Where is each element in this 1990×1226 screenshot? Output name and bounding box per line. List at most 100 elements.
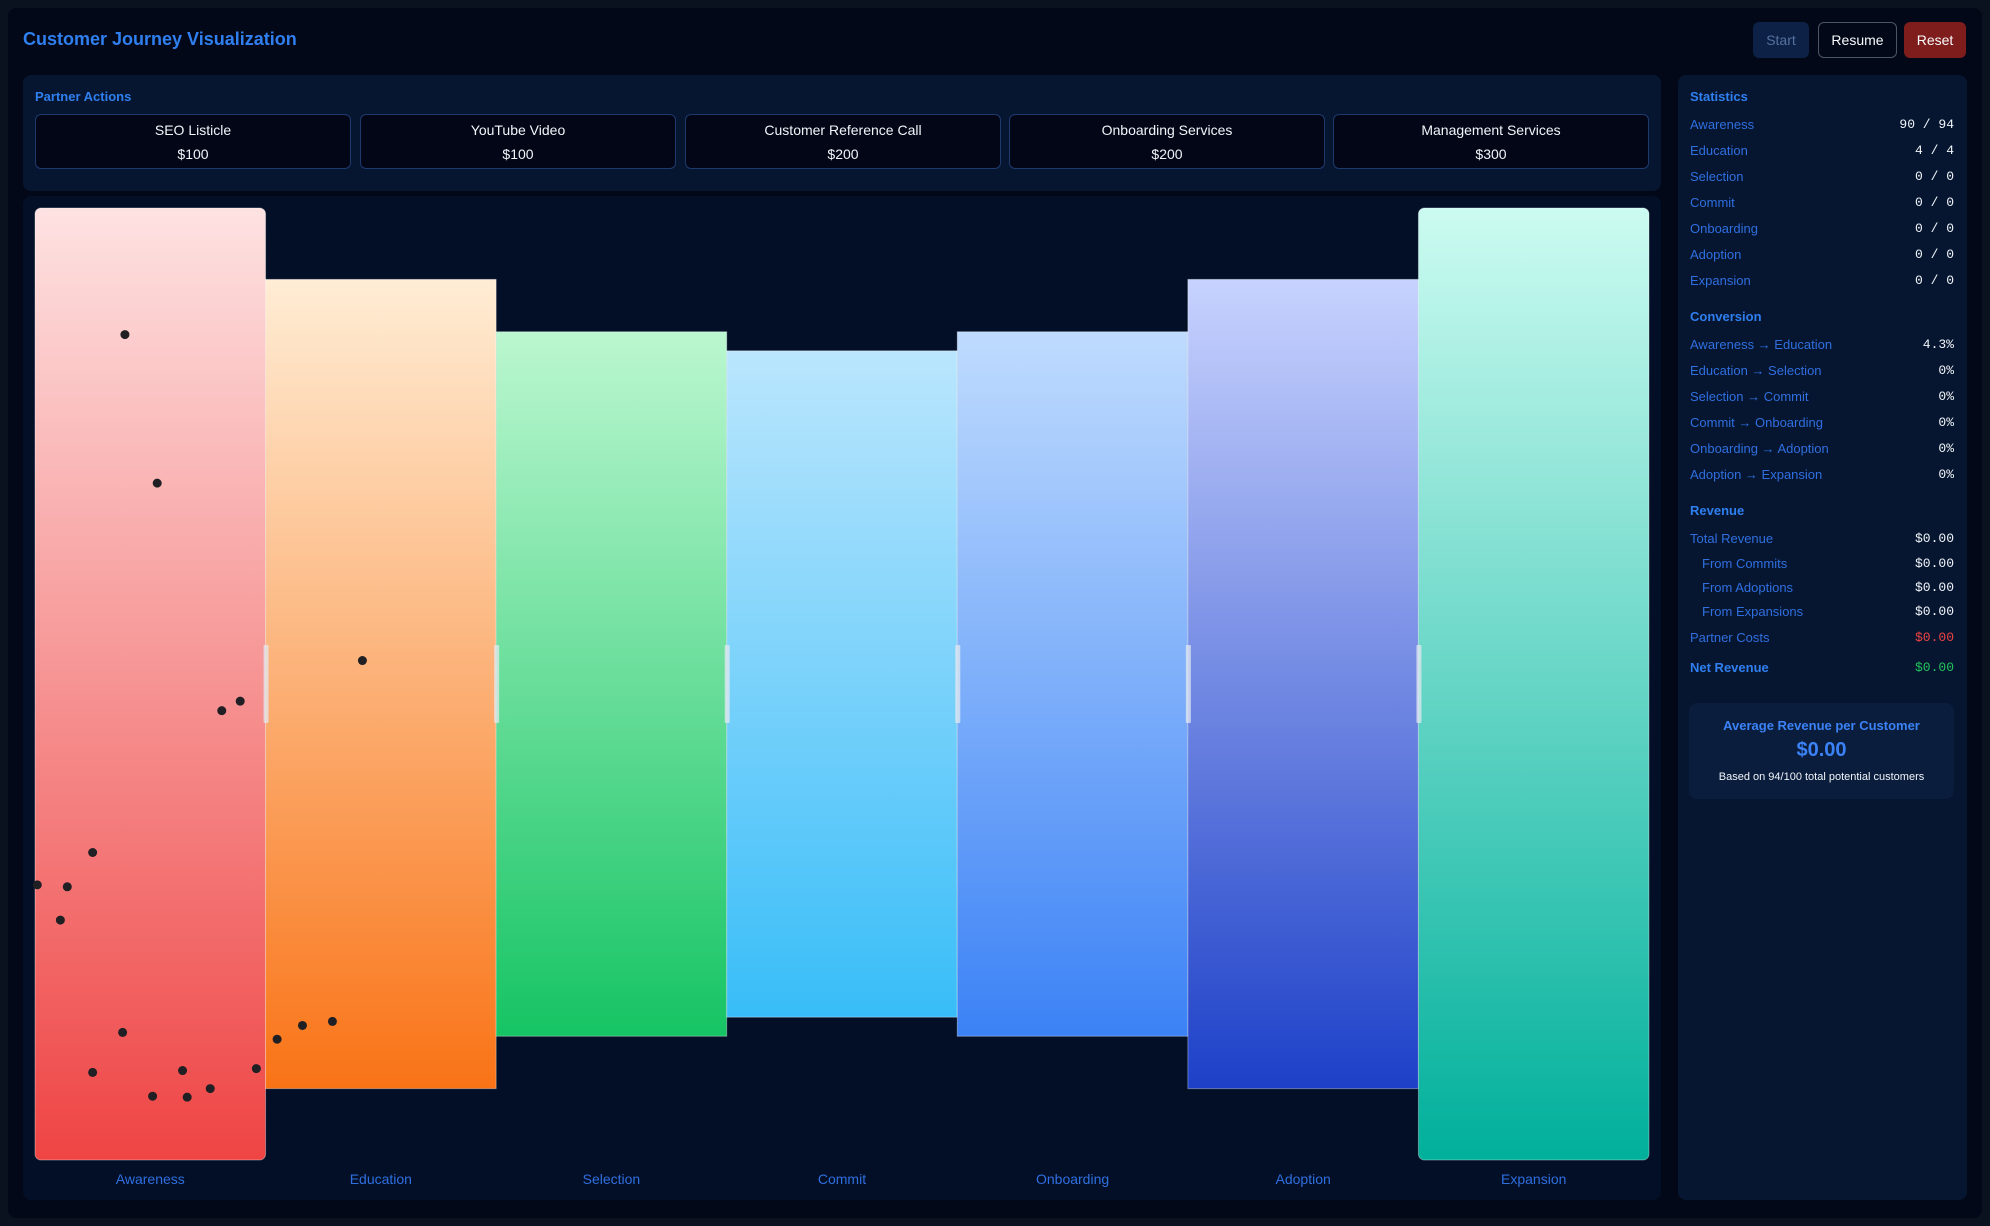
stage-label-awareness: Awareness	[116, 1171, 185, 1187]
stat-row-education: Education 4 / 4	[1690, 141, 1954, 159]
stage-label-adoption: Adoption	[1276, 1171, 1331, 1187]
conversion-label: Adoption → Expansion	[1690, 466, 1823, 482]
total-revenue-value: $0.00	[1914, 530, 1954, 546]
stat-row-onboarding: Onboarding 0 / 0	[1690, 219, 1954, 237]
from-expansions-row: From Expansions $0.00	[1702, 602, 1954, 620]
conversion-row: Awareness → Education 4.3%	[1690, 335, 1954, 353]
partner-actions-title: Partner Actions	[35, 89, 132, 104]
stage-divider-handle[interactable]	[494, 645, 500, 723]
partner-action-cost: $100	[177, 146, 209, 162]
customer-dot	[88, 1067, 98, 1077]
stat-value: 4 / 4	[1914, 142, 1954, 158]
customer-dot	[357, 656, 367, 666]
partner-costs-value: $0.00	[1914, 629, 1954, 645]
from-expansions-value: $0.00	[1914, 603, 1954, 619]
from-commits-value: $0.00	[1914, 555, 1954, 571]
resume-button[interactable]: Resume	[1818, 22, 1897, 58]
conversion-value: 0%	[1938, 362, 1954, 378]
stat-label: Awareness	[1690, 116, 1755, 132]
stat-row-awareness: Awareness 90 / 94	[1690, 115, 1954, 133]
stat-label: Commit	[1690, 194, 1735, 210]
stage-divider-handle[interactable]	[724, 645, 730, 723]
partner-action-onboarding-services[interactable]: Onboarding Services $200	[1009, 114, 1325, 169]
stage-divider-handle[interactable]	[1185, 645, 1191, 723]
stat-label: Adoption	[1690, 246, 1742, 262]
stage-divider-handle[interactable]	[955, 645, 961, 723]
stage-label-education: Education	[350, 1171, 412, 1187]
partner-action-name: Management Services	[1421, 122, 1561, 138]
customer-dot	[152, 478, 162, 488]
average-revenue-note: Based on 94/100 total potential customer…	[1718, 771, 1925, 783]
customer-dot	[297, 1020, 307, 1030]
partner-action-name: SEO Listicle	[154, 122, 232, 138]
partner-action-name: YouTube Video	[470, 122, 566, 138]
from-commits-label: From Commits	[1702, 555, 1788, 571]
net-revenue-value: $0.00	[1914, 659, 1954, 675]
stage-label-commit: Commit	[818, 1171, 866, 1187]
customer-dot	[235, 696, 245, 706]
partner-action-name: Onboarding Services	[1101, 122, 1233, 138]
conversion-label: Commit → Onboarding	[1690, 414, 1823, 430]
conversion-value: 0%	[1938, 440, 1954, 456]
app-window: Customer Journey Visualization Start Res…	[8, 8, 1982, 1218]
from-commits-row: From Commits $0.00	[1702, 554, 1954, 572]
partner-costs-row: Partner Costs $0.00	[1690, 628, 1954, 646]
partner-action-cost: $200	[827, 146, 859, 162]
partner-costs-label: Partner Costs	[1690, 629, 1770, 645]
customer-dot	[182, 1092, 192, 1102]
partner-action-cost: $200	[1151, 146, 1183, 162]
stage-divider-handle[interactable]	[1416, 645, 1422, 723]
partner-action-cost: $300	[1475, 146, 1507, 162]
stat-value: 0 / 0	[1914, 220, 1954, 236]
customer-dot	[251, 1064, 261, 1074]
customer-dot	[327, 1016, 337, 1026]
stage-bar-commit	[726, 350, 958, 1018]
stat-row-adoption: Adoption 0 / 0	[1690, 245, 1954, 263]
conversion-row: Selection → Commit 0%	[1690, 387, 1954, 405]
partner-action-management-services[interactable]: Management Services $300	[1333, 114, 1649, 169]
start-button[interactable]: Start	[1753, 22, 1809, 58]
stage-divider-handle[interactable]	[263, 645, 269, 723]
customer-dot	[120, 330, 130, 340]
partner-action-seo-listicle[interactable]: SEO Listicle $100	[35, 114, 351, 169]
partner-action-customer-reference-call[interactable]: Customer Reference Call $200	[685, 114, 1001, 169]
stage-label-onboarding: Onboarding	[1036, 1171, 1109, 1187]
total-revenue-row: Total Revenue $0.00	[1690, 529, 1954, 547]
conversion-label: Awareness → Education	[1690, 336, 1833, 352]
stage-label-selection: Selection	[583, 1171, 641, 1187]
conversion-row: Adoption → Expansion 0%	[1690, 465, 1954, 483]
stat-value: 0 / 0	[1914, 194, 1954, 210]
journey-funnel-chart: Awareness Education Selection Commit Onboard…	[32, 207, 1650, 1187]
customer-dot	[217, 706, 227, 716]
average-revenue-value: $0.00	[1796, 739, 1847, 761]
stat-row-selection: Selection 0 / 0	[1690, 167, 1954, 185]
customer-dot	[62, 882, 72, 892]
conversion-label: Onboarding → Adoption	[1690, 440, 1829, 456]
from-adoptions-value: $0.00	[1914, 579, 1954, 595]
from-expansions-label: From Expansions	[1702, 603, 1804, 619]
stage-bar-education	[265, 278, 497, 1090]
from-adoptions-label: From Adoptions	[1702, 579, 1794, 595]
stage-label-expansion: Expansion	[1501, 1171, 1566, 1187]
partner-action-name: Customer Reference Call	[764, 122, 922, 138]
conversion-row: Onboarding → Adoption 0%	[1690, 439, 1954, 457]
customer-dot	[205, 1084, 215, 1094]
average-revenue-title: Average Revenue per Customer	[1723, 718, 1920, 733]
stat-label: Selection	[1690, 168, 1744, 184]
revenue-title: Revenue	[1690, 503, 1745, 518]
stage-bar-awareness	[34, 207, 267, 1161]
journey-visualization: Awareness Education Selection Commit Onboard…	[23, 196, 1661, 1200]
conversion-value: 0%	[1938, 466, 1954, 482]
page-title: Customer Journey Visualization	[23, 29, 297, 49]
partner-action-youtube-video[interactable]: YouTube Video $100	[360, 114, 676, 169]
conversion-value: 0%	[1938, 388, 1954, 404]
average-revenue-card: Average Revenue per Customer $0.00 Based…	[1689, 703, 1954, 799]
customer-dot	[178, 1066, 188, 1076]
total-revenue-label: Total Revenue	[1690, 530, 1774, 546]
net-revenue-label: Net Revenue	[1690, 659, 1769, 675]
conversion-label: Selection → Commit	[1690, 388, 1809, 404]
statistics-title: Statistics	[1690, 89, 1748, 104]
conversion-row: Commit → Onboarding 0%	[1690, 413, 1954, 431]
stat-value: 0 / 0	[1914, 168, 1954, 184]
reset-button[interactable]: Reset	[1904, 22, 1966, 58]
